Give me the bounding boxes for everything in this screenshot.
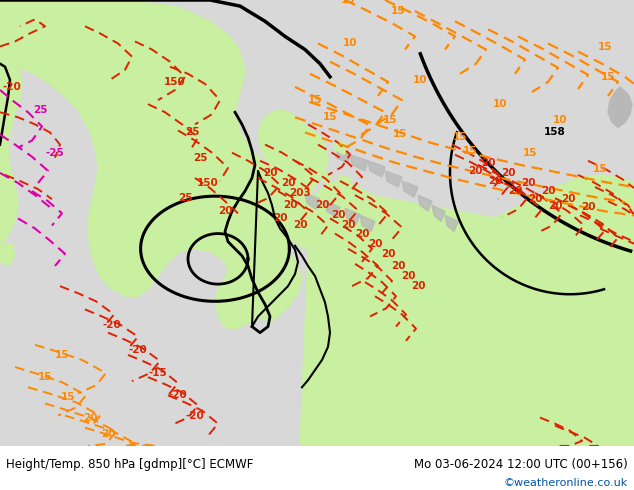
Text: 15: 15 — [38, 372, 52, 382]
Polygon shape — [300, 205, 312, 218]
Text: 20: 20 — [581, 202, 595, 212]
Polygon shape — [310, 223, 634, 446]
Polygon shape — [312, 175, 634, 446]
Polygon shape — [445, 216, 458, 232]
Polygon shape — [248, 110, 305, 322]
Polygon shape — [360, 193, 634, 446]
Polygon shape — [318, 171, 332, 183]
Text: 20: 20 — [391, 261, 405, 271]
Text: 20: 20 — [381, 249, 395, 259]
Polygon shape — [350, 155, 368, 171]
Text: 20: 20 — [521, 178, 535, 188]
Text: 25: 25 — [33, 105, 48, 115]
Polygon shape — [360, 216, 375, 232]
Text: 15: 15 — [61, 392, 75, 402]
Text: 158: 158 — [544, 127, 566, 138]
Text: 25: 25 — [193, 153, 207, 163]
Text: -20: -20 — [129, 345, 147, 355]
Polygon shape — [418, 195, 432, 211]
Text: 10: 10 — [343, 39, 357, 49]
Text: 15: 15 — [523, 147, 537, 158]
Text: 15: 15 — [55, 350, 69, 360]
Text: 20: 20 — [501, 168, 515, 178]
Text: 20: 20 — [331, 210, 346, 221]
Text: 150: 150 — [197, 178, 219, 188]
Text: 20: 20 — [283, 200, 297, 210]
Text: -20: -20 — [103, 319, 121, 330]
Text: 15: 15 — [391, 6, 405, 16]
Polygon shape — [345, 208, 360, 224]
Text: 15: 15 — [392, 129, 407, 140]
Text: -20: -20 — [3, 82, 22, 92]
Text: 20: 20 — [281, 178, 295, 188]
Text: 25: 25 — [184, 127, 199, 138]
Text: 20: 20 — [314, 200, 329, 210]
Text: 20: 20 — [273, 214, 287, 223]
Text: 20: 20 — [508, 186, 522, 196]
Polygon shape — [0, 64, 22, 245]
Polygon shape — [0, 0, 282, 330]
Text: 15: 15 — [463, 146, 477, 156]
Text: 10: 10 — [413, 75, 427, 85]
Text: 20: 20 — [340, 220, 355, 230]
Text: 15: 15 — [593, 164, 607, 174]
Text: 15: 15 — [601, 72, 615, 82]
Text: 20: 20 — [293, 220, 307, 230]
Text: 20: 20 — [560, 194, 575, 204]
Text: 15: 15 — [598, 42, 612, 51]
Polygon shape — [300, 203, 634, 446]
Text: 20: 20 — [548, 201, 562, 211]
Text: 15: 15 — [307, 95, 322, 105]
Polygon shape — [432, 205, 445, 221]
Text: 20: 20 — [101, 429, 115, 439]
Polygon shape — [338, 175, 352, 187]
Text: ©weatheronline.co.uk: ©weatheronline.co.uk — [504, 478, 628, 488]
Text: 20: 20 — [262, 168, 277, 178]
Polygon shape — [368, 161, 385, 177]
Polygon shape — [336, 147, 350, 163]
Text: 15: 15 — [383, 115, 398, 125]
Text: 20: 20 — [217, 206, 232, 216]
Text: 20: 20 — [488, 176, 502, 186]
Text: 150: 150 — [164, 77, 186, 87]
Text: 20: 20 — [527, 194, 542, 204]
Text: -25: -25 — [46, 147, 65, 158]
Text: Height/Temp. 850 hPa [gdmp][°C] ECMWF: Height/Temp. 850 hPa [gdmp][°C] ECMWF — [6, 458, 254, 471]
Polygon shape — [0, 244, 15, 266]
Text: 20: 20 — [83, 413, 97, 422]
Text: 10: 10 — [493, 99, 507, 109]
Text: 20: 20 — [401, 271, 415, 281]
Text: 20: 20 — [368, 239, 382, 249]
Text: 20: 20 — [355, 228, 369, 239]
Text: 25: 25 — [178, 193, 192, 203]
Polygon shape — [305, 193, 320, 209]
Text: -15: -15 — [148, 368, 167, 378]
Polygon shape — [278, 110, 328, 249]
Text: 20: 20 — [541, 186, 555, 196]
Polygon shape — [385, 171, 402, 187]
Text: 20: 20 — [411, 281, 425, 291]
Polygon shape — [334, 141, 348, 155]
Text: 203: 203 — [289, 188, 311, 198]
Text: 15: 15 — [323, 112, 337, 122]
Text: 15: 15 — [340, 0, 355, 5]
Text: 10: 10 — [553, 115, 567, 125]
Text: 20: 20 — [468, 166, 482, 176]
Polygon shape — [402, 181, 418, 197]
Text: 15: 15 — [453, 131, 467, 142]
Text: -20: -20 — [169, 391, 188, 400]
Polygon shape — [325, 201, 340, 218]
Text: Mo 03-06-2024 12:00 UTC (00+156): Mo 03-06-2024 12:00 UTC (00+156) — [414, 458, 628, 471]
Text: -20: -20 — [186, 411, 204, 420]
Polygon shape — [608, 87, 632, 127]
Text: 20: 20 — [481, 158, 495, 168]
